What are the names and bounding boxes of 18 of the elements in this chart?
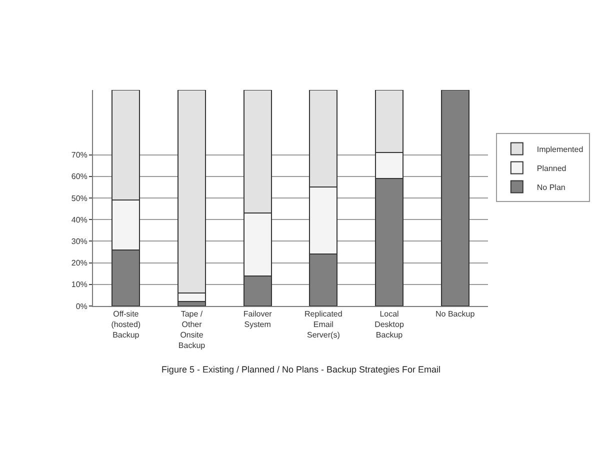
x-tick-label: Tape / Other Onsite Backup [178, 310, 206, 350]
y-tick-label: 70% [71, 150, 88, 160]
legend-label: Implemented [536, 144, 584, 154]
x-tick-label: Replicated Email Server(s) [304, 310, 342, 340]
y-tick-label: 0% [76, 302, 88, 311]
x-tick-label: No Backup [436, 310, 476, 319]
x-tick-label: Failover System [243, 310, 272, 329]
y-tick-label: 60% [71, 172, 88, 182]
x-tick-label: Off-site (hosted) Backup [111, 310, 141, 340]
y-tick-label: 50% [71, 194, 88, 203]
y-tick-label: 10% [71, 280, 88, 290]
x-tick-label: Local Desktop Backup [374, 310, 404, 340]
text: Figure 5 - Existing / Planned / No Plans - Backup Strategies For Email [161, 364, 441, 375]
legend-label: Planned [536, 164, 566, 173]
y-tick-label: 40% [71, 215, 88, 224]
legend-label: No Plan [536, 182, 566, 192]
y-tick-label: 20% [71, 258, 88, 268]
y-tick-label: 30% [71, 237, 88, 246]
